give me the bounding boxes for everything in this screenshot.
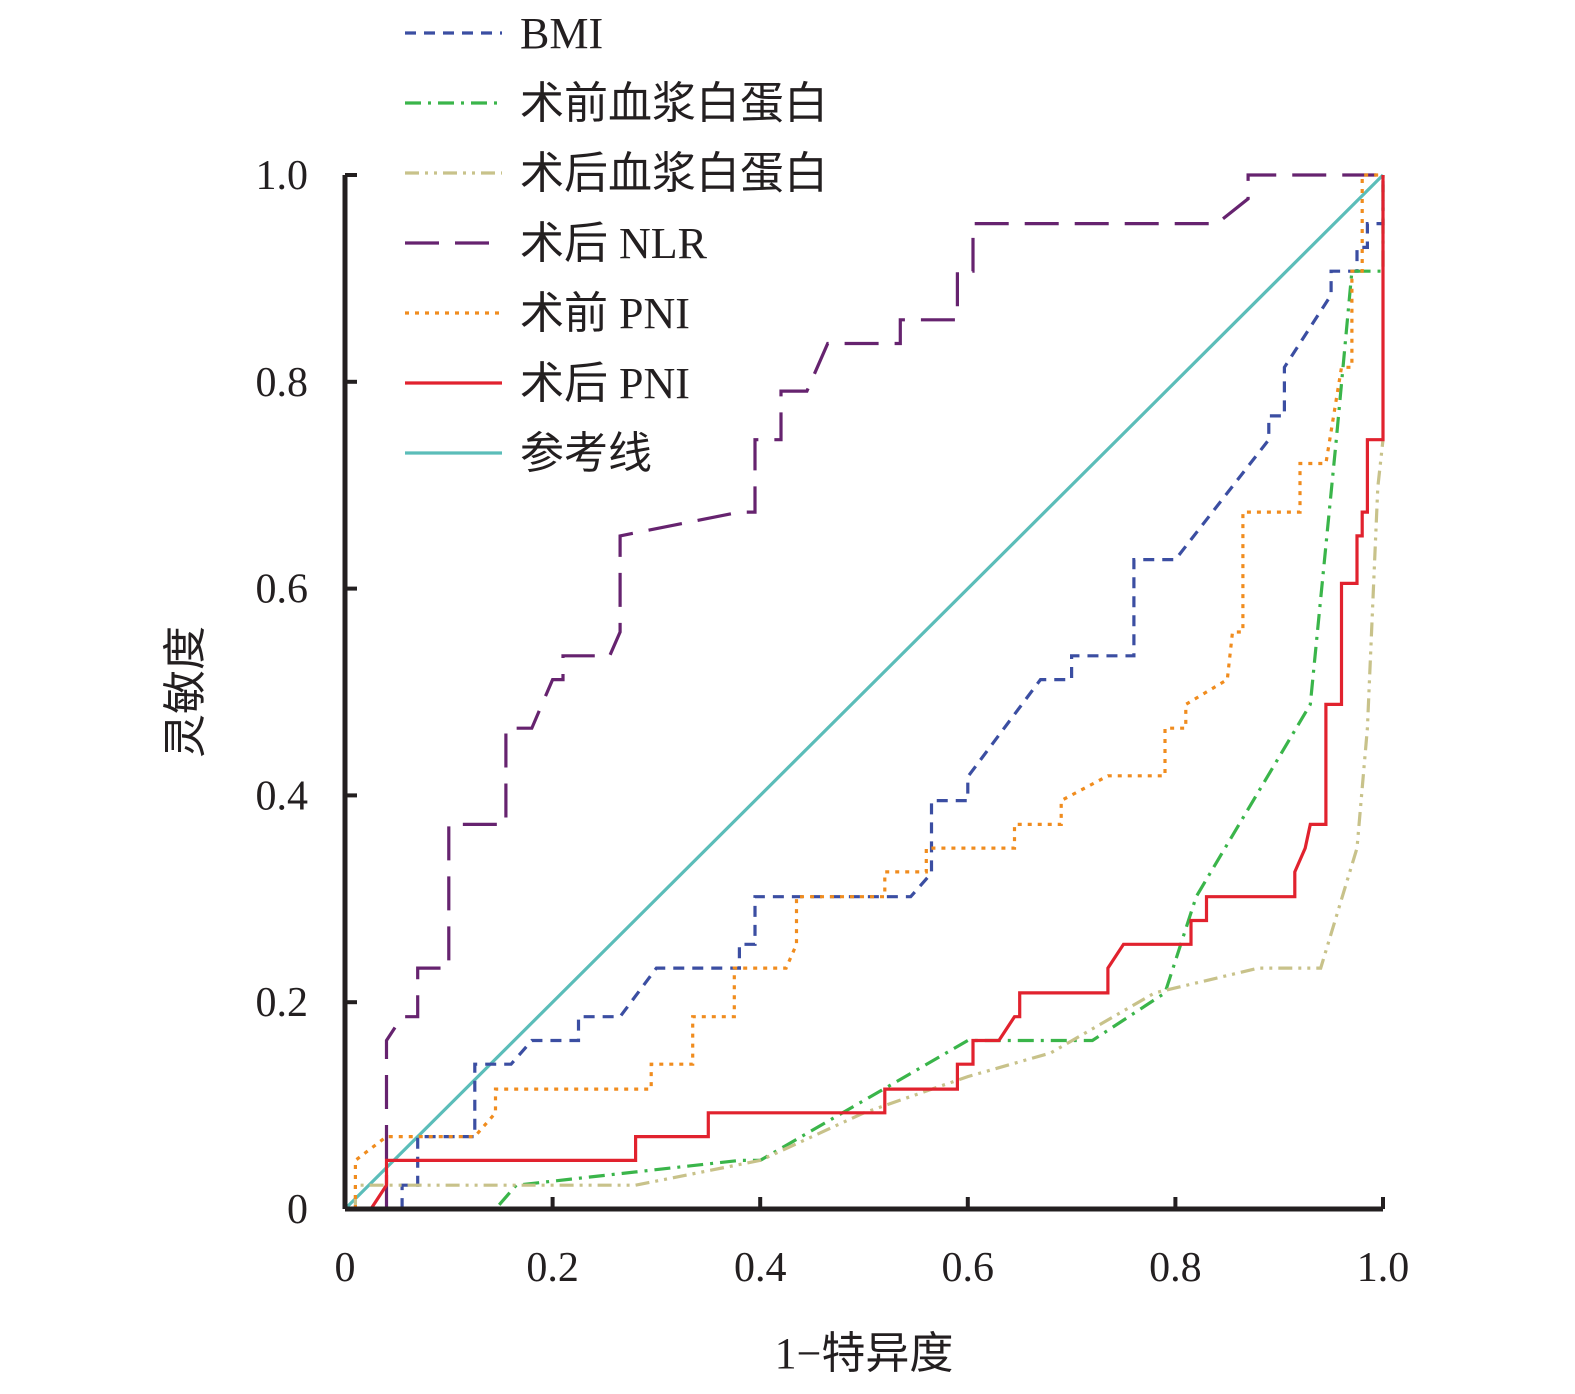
series-line-1: [402, 175, 1385, 1211]
x-tick-label-2: 0.4: [734, 1245, 787, 1291]
y-axis-title: 灵敏度: [161, 626, 210, 758]
y-tick-label-3: 0.6: [256, 567, 309, 613]
legend-label-1: 术前血浆白蛋白: [520, 79, 828, 128]
legend-label-5: 术后 PNI: [520, 359, 690, 408]
y-tick-label-1: 0.2: [256, 980, 309, 1026]
x-tick-label-4: 0.8: [1149, 1245, 1202, 1291]
x-tick-label-5: 1.0: [1357, 1245, 1410, 1291]
y-tick-label-2: 0.4: [256, 773, 309, 819]
series-line-6: [343, 173, 1385, 1211]
x-axis-title: 1−特异度: [775, 1329, 954, 1378]
series-line-5: [345, 175, 1385, 1211]
y-tick-label-0: 0: [287, 1187, 308, 1233]
y-tick-label-4: 0.8: [256, 360, 309, 406]
x-tick-label-3: 0.6: [942, 1245, 995, 1291]
axes: [342, 175, 1383, 1212]
legend-label-3: 术后 NLR: [520, 219, 708, 268]
series-layer: [343, 173, 1385, 1211]
series-line-2: [353, 439, 1385, 1209]
legend-label-2: 术后血浆白蛋白: [520, 149, 828, 198]
x-tick-label-1: 0.2: [526, 1245, 579, 1291]
legend-label-0: BMI: [520, 9, 603, 58]
x-tick-label-0: 0: [335, 1245, 356, 1291]
series-line-0: [345, 175, 1385, 1211]
legend-label-4: 术前 PNI: [520, 289, 690, 338]
series-line-4: [353, 173, 1383, 1209]
ticks: 0 0.2 0.4 0.6 0.8 1.0 0 0.2 0.4 0.6 0.8 1.0: [256, 153, 1410, 1291]
legend-label-6: 参考线: [520, 429, 652, 478]
y-tick-label-5: 1.0: [256, 153, 309, 199]
